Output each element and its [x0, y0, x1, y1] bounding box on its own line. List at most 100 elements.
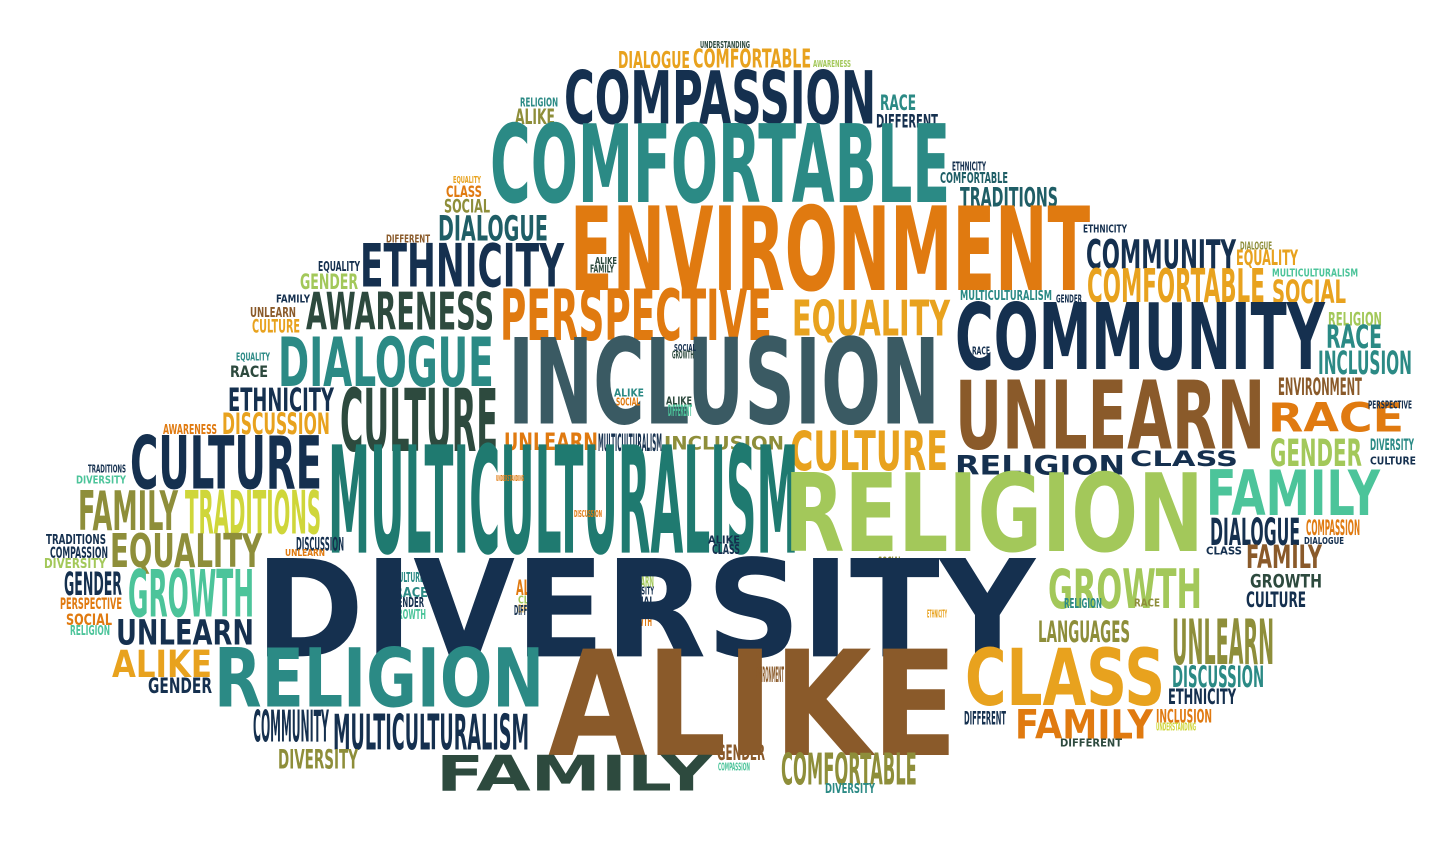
cloud-word-religion: RELIGION — [1328, 308, 1382, 331]
cloud-word-unlearn: UNLEARN — [1172, 605, 1275, 679]
cloud-word-equality: EQUALITY — [792, 291, 951, 348]
cloud-word-class: CLASS — [518, 593, 546, 607]
cloud-word-class: CLASS — [1206, 544, 1243, 558]
cloud-word-growth: GROWTH — [1250, 570, 1323, 593]
cloud-word-compassion: COMPASSION — [564, 56, 877, 142]
cloud-word-equality: EQUALITY — [1236, 246, 1299, 272]
cloud-word-dialogue: DIALOGUE — [618, 48, 690, 75]
cloud-word-class: CLASS — [1130, 447, 1239, 473]
cloud-word-community: COMMUNITY — [1086, 230, 1237, 279]
cloud-word-religion: RELIGION — [1064, 596, 1103, 613]
cloud-word-alike: ALIKE — [666, 394, 693, 408]
cloud-word-family: FAMILY — [1206, 456, 1381, 530]
cloud-word-culture: CULTURE — [790, 419, 948, 483]
cloud-word-alike: ALIKE — [112, 642, 212, 687]
cloud-word-family: FAMILY — [590, 262, 615, 276]
cloud-word-ethnicity: ETHNICITY — [927, 607, 948, 621]
cloud-word-understanding: UNDERSTANDING — [496, 472, 525, 483]
cloud-word-diversity: DIVERSITY — [624, 563, 649, 577]
cloud-word-diversity: DIVERSITY — [624, 584, 655, 598]
cloud-word-multiculturalism: MULTICULTURALISM — [1272, 266, 1359, 280]
cloud-word-comfortable: COMFORTABLE — [490, 102, 951, 228]
cloud-word-unlearn: UNLEARN — [955, 361, 1266, 472]
cloud-word-gender: GENDER — [1270, 431, 1362, 476]
cloud-word-inclusion: INCLUSION — [1318, 343, 1413, 382]
cloud-word-inclusion: INCLUSION — [1156, 705, 1212, 728]
cloud-word-compassion: COMPASSION — [1306, 516, 1361, 542]
cloud-word-alike: ALIKE — [614, 386, 644, 400]
cloud-word-alike: ALIKE — [595, 255, 617, 267]
cloud-word-alike: ALIKE — [516, 576, 548, 602]
cloud-word-religion: RELIGION — [784, 451, 1204, 577]
cloud-word-dialogue: DIALOGUE — [1240, 239, 1272, 253]
cloud-word-community: COMMUNITY — [253, 702, 329, 753]
cloud-word-gender: GENDER — [300, 270, 359, 296]
cloud-word-equality: EQUALITY — [236, 350, 270, 364]
cloud-word-social: SOCIAL — [878, 554, 903, 568]
cloud-word-different: DIFFERENT — [668, 400, 692, 420]
cloud-word-diversity: DIVERSITY — [255, 531, 1035, 689]
cloud-word-ethnicity: ETHNICITY — [228, 380, 334, 419]
cloud-word-diversity: DIVERSITY — [76, 473, 126, 487]
cloud-word-languages: LANGUAGES — [1038, 615, 1131, 651]
cloud-word-inclusion: INCLUSION — [664, 432, 784, 455]
cloud-word-class: CLASS — [965, 632, 1166, 724]
cloud-word-discussion: DISCUSSION — [574, 508, 603, 520]
cloud-word-multiculturalism: MULTICULTURALISM — [598, 427, 662, 457]
cloud-word-unlearn: UNLEARN — [250, 305, 297, 322]
cloud-word-dialogue: DIALOGUE — [438, 208, 549, 250]
cloud-word-growth: GROWTH — [1048, 557, 1202, 621]
cloud-word-ethnicity: ETHNICITY — [360, 232, 565, 302]
cloud-word-gender: GENDER — [717, 741, 766, 767]
cloud-word-compassion: COMPASSION — [50, 542, 108, 562]
cloud-word-diversity: DIVERSITY — [44, 556, 107, 573]
cloud-word-gender: GENDER — [1056, 292, 1083, 306]
cloud-word-perspective: PERSPECTIVE — [500, 274, 772, 357]
cloud-word-race: RACE — [230, 361, 269, 381]
cloud-word-comfortable: COMFORTABLE — [693, 44, 812, 75]
cloud-word-ethnicity: ETHNICITY — [952, 159, 987, 174]
cloud-word-awareness: AWARENESS — [306, 282, 495, 343]
cloud-word-diversity: DIVERSITY — [1370, 434, 1414, 454]
cloud-word-family: FAMILY — [436, 746, 713, 803]
cloud-word-dialogue: DIALOGUE — [278, 323, 494, 403]
cloud-word-culture: CULTURE — [1370, 454, 1416, 468]
cloud-word-social: SOCIAL — [674, 342, 696, 354]
cloud-word-environment: ENVIRONMENT — [752, 663, 784, 689]
cloud-word-class: CLASS — [446, 181, 482, 201]
cloud-word-race: RACE — [1326, 317, 1383, 356]
cloud-word-race: RACE — [1134, 596, 1161, 610]
cloud-word-different: DIFFERENT — [1060, 736, 1123, 750]
cloud-word-comfortable: COMFORTABLE — [940, 169, 1008, 188]
cloud-word-awareness: AWARENESS — [163, 422, 217, 439]
cloud-word-multiculturalism: MULTICULTURALISM — [333, 705, 530, 762]
cloud-word-dialogue: DIALOGUE — [1210, 510, 1301, 555]
cloud-word-awareness: AWARENESS — [813, 58, 851, 70]
cloud-word-religion: RELIGION — [214, 632, 545, 727]
cloud-word-alike: ALIKE — [548, 621, 958, 791]
cloud-word-growth: GROWTH — [392, 607, 426, 624]
cloud-word-growth: GROWTH — [128, 557, 255, 633]
cloud-word-growth: GROWTH — [624, 614, 653, 631]
cloud-word-perspective: PERSPECTIVE — [1368, 398, 1412, 412]
cloud-word-culture: CULTURE — [252, 315, 301, 338]
cloud-word-traditions: TRADITIONS — [960, 182, 1059, 214]
cloud-word-alike: ALIKE — [515, 105, 555, 131]
cloud-word-comfortable: COMFORTABLE — [781, 745, 917, 796]
cloud-word-ethnicity: ETHNICITY — [1168, 685, 1237, 711]
cloud-word-dialogue: DIALOGUE — [1304, 535, 1345, 547]
cloud-word-understanding: UNDERSTANDING — [700, 39, 751, 51]
cloud-word-unlearn: UNLEARN — [624, 571, 654, 591]
cloud-word-different: DIFFERENT — [964, 707, 1006, 730]
cloud-word-equality: EQUALITY — [110, 524, 263, 579]
cloud-word-culture: CULTURE — [1246, 588, 1307, 614]
cloud-word-social: SOCIAL — [66, 609, 112, 629]
cloud-word-comfortable: COMFORTABLE — [1087, 259, 1265, 314]
cloud-word-unlearn: UNLEARN — [504, 426, 598, 456]
cloud-word-compassion: COMPASSION — [718, 760, 751, 774]
cloud-word-gender: GENDER — [392, 595, 425, 612]
cloud-word-environment: ENVIRONMENT — [570, 182, 1091, 318]
cloud-word-multiculturalism: MULTICULTURALISM — [960, 288, 1052, 305]
cloud-word-religion: RELIGION — [70, 623, 111, 640]
